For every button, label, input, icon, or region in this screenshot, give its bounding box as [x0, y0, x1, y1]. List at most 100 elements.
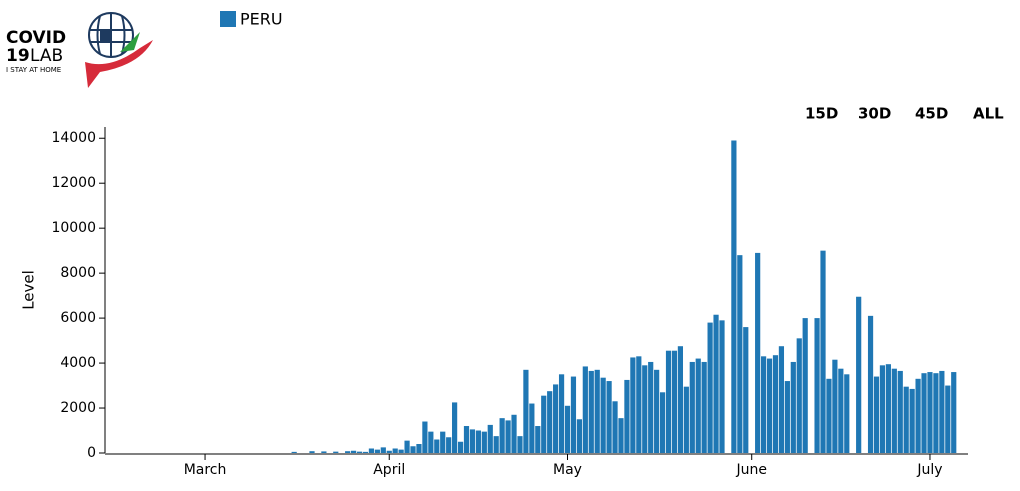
bar [814, 318, 820, 453]
range-button[interactable]: 45D [915, 105, 948, 123]
bar [517, 436, 523, 453]
bar [416, 444, 422, 453]
bar [374, 449, 380, 453]
bar [440, 431, 446, 453]
bar [654, 369, 660, 453]
bar [915, 378, 921, 453]
bar [612, 401, 618, 453]
bar [380, 447, 386, 453]
range-button[interactable]: ALL [973, 105, 1004, 123]
bar [594, 369, 600, 453]
bar [921, 373, 927, 453]
bar [838, 368, 844, 453]
bar [356, 451, 363, 453]
bar [731, 140, 737, 453]
y-tick-label: 0 [87, 445, 96, 461]
bar [832, 359, 838, 453]
bar [927, 372, 933, 453]
bar [873, 376, 880, 453]
bar [350, 450, 357, 453]
range-button[interactable]: 30D [858, 105, 891, 123]
bar [719, 320, 725, 453]
bar [867, 315, 874, 453]
bar [505, 420, 511, 453]
bar [648, 361, 654, 453]
bar [636, 356, 642, 453]
bar [909, 388, 915, 453]
bar [321, 451, 327, 453]
bar [778, 346, 785, 453]
bar [618, 418, 624, 453]
y-tick-label: 4000 [60, 355, 96, 371]
legend-label: PERU [240, 10, 283, 29]
logo-text: I STAY AT HOME [6, 66, 61, 74]
bar [701, 361, 707, 453]
range-button[interactable]: 15D [805, 105, 838, 123]
x-tick-label: March [184, 462, 227, 478]
bar [903, 386, 909, 453]
bar [570, 376, 577, 453]
bar [630, 357, 636, 453]
bar [469, 429, 476, 453]
y-axis-label: Level [20, 270, 38, 310]
bar [891, 368, 897, 453]
bar [547, 391, 553, 453]
bar [677, 346, 684, 453]
bar [826, 378, 832, 453]
bar [446, 437, 452, 453]
bar [481, 431, 487, 453]
logo: COVID 19 LAB I STAY AT HOME [6, 12, 153, 88]
bar [588, 370, 594, 453]
bar [737, 255, 743, 453]
bar [606, 381, 612, 453]
bar [683, 386, 689, 453]
y-tick-label: 12000 [51, 175, 96, 191]
legend-swatch [220, 11, 236, 27]
bar [885, 364, 891, 453]
bar [410, 446, 416, 453]
y-tick-label: 10000 [51, 220, 96, 236]
logo-leaf [120, 32, 140, 52]
bar [558, 374, 565, 453]
bar [535, 426, 541, 453]
bar [689, 361, 695, 453]
bar [564, 405, 571, 453]
bar [707, 322, 713, 453]
x-tick-label: June [735, 462, 767, 478]
bar [452, 402, 458, 453]
bar [939, 370, 945, 453]
bar [493, 436, 499, 453]
bar [398, 449, 404, 453]
bar [404, 440, 410, 453]
bar [820, 250, 826, 453]
bar [755, 252, 761, 453]
bar [487, 424, 493, 453]
bar [309, 451, 315, 453]
logo-text: LAB [30, 46, 63, 66]
bar [553, 384, 559, 453]
bar [582, 366, 588, 453]
bar [743, 327, 749, 453]
bar [659, 392, 666, 453]
bar [766, 358, 773, 453]
bar [856, 296, 862, 453]
bar [345, 451, 351, 453]
y-tick-label: 2000 [60, 400, 96, 416]
bar [434, 439, 440, 453]
bar [671, 350, 678, 453]
logo-text: COVID [6, 28, 66, 48]
bar [368, 448, 375, 453]
bar [624, 379, 630, 453]
bar [463, 426, 470, 453]
bar [333, 451, 339, 453]
bar [790, 361, 796, 453]
bar [392, 448, 398, 453]
y-tick-label: 14000 [51, 130, 96, 146]
bar [428, 431, 434, 453]
y-tick-label: 8000 [60, 265, 96, 281]
bar [844, 374, 850, 453]
bar [600, 377, 606, 453]
bar [879, 365, 886, 453]
bar [475, 430, 481, 453]
